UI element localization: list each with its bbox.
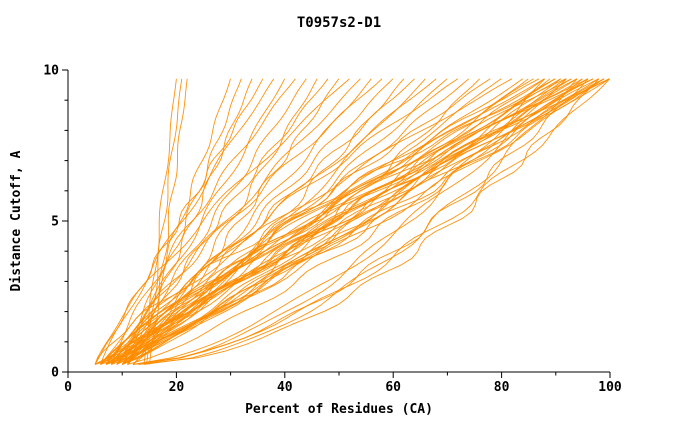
- x-axis-label: Percent of Residues (CA): [245, 402, 433, 417]
- model-curve: [105, 78, 589, 365]
- model-curve: [100, 78, 361, 365]
- model-curve: [105, 78, 286, 365]
- model-curve: [127, 78, 491, 365]
- x-tick-label: 40: [277, 380, 293, 395]
- model-curve: [116, 78, 594, 365]
- model-curve: [143, 78, 578, 365]
- chart-title: T0957s2-D1: [297, 15, 381, 31]
- model-curve: [116, 78, 231, 365]
- model-curve: [127, 78, 561, 365]
- model-curve: [111, 78, 524, 365]
- model-curve: [105, 78, 513, 365]
- model-curve: [110, 78, 296, 365]
- model-curve: [132, 78, 426, 365]
- model-curve: [127, 78, 599, 365]
- x-tick-label: 20: [169, 380, 185, 395]
- model-curve: [100, 78, 275, 365]
- model-curve: [138, 78, 546, 365]
- axes: 0 20 40 60 80 100 0 5 10: [43, 64, 622, 396]
- model-curve: [138, 78, 600, 365]
- model-curve: [127, 78, 329, 365]
- model-curve: [111, 78, 459, 365]
- model-curve: [121, 78, 534, 365]
- model-curve: [105, 78, 610, 365]
- model-curve: [94, 78, 350, 365]
- y-axis-label: Distance Cutoff, A: [9, 150, 24, 291]
- model-curve: [116, 78, 556, 365]
- model-curve: [132, 78, 589, 365]
- model-curve: [132, 78, 340, 365]
- model-curve: [127, 78, 540, 365]
- model-curve: [122, 78, 599, 365]
- y-tick-label: 10: [43, 64, 59, 79]
- model-curve: [121, 78, 605, 365]
- model-curve: [111, 78, 594, 365]
- model-curve: [111, 78, 610, 365]
- x-tick-label: 80: [494, 380, 510, 395]
- model-curve: [132, 78, 567, 365]
- model-curve: [122, 78, 480, 365]
- model-curve: [105, 78, 572, 365]
- x-tick-label: 60: [385, 380, 401, 395]
- model-curve: [116, 78, 307, 365]
- y-tick-label: 0: [51, 366, 59, 381]
- model-curve: [127, 78, 253, 365]
- curve-series: [94, 78, 611, 365]
- model-curve: [94, 78, 567, 365]
- model-curve: [127, 78, 415, 365]
- model-curve: [100, 78, 545, 365]
- model-curve: [110, 78, 383, 365]
- x-tick-label: 100: [598, 380, 622, 395]
- model-curve: [127, 78, 583, 365]
- model-curve: [94, 78, 264, 365]
- model-curve: [100, 78, 605, 365]
- model-curve: [121, 78, 405, 365]
- x-tick-label: 0: [64, 380, 72, 395]
- y-tick-label: 5: [51, 215, 59, 230]
- model-curve: [116, 78, 610, 365]
- model-curve: [132, 78, 611, 365]
